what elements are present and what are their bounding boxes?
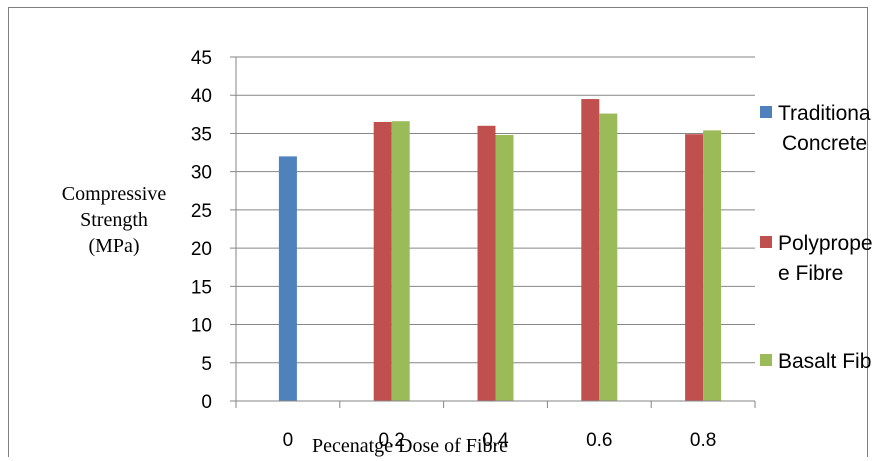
legend-label: Polypropelen <box>778 232 872 255</box>
legend-label: Concrete <box>782 132 867 155</box>
legend: Traditional Concrete Polypropelen e Fibre Ba… <box>760 102 872 373</box>
legend-label: Traditional <box>778 102 872 125</box>
y-tick-label: 0 <box>201 392 212 413</box>
y-tick-label: 15 <box>191 277 212 298</box>
y-axis-label: Compressive Strength (MPa) <box>62 183 167 257</box>
y-tick-label: 20 <box>191 239 212 260</box>
legend-label: e Fibre <box>778 262 843 285</box>
y-axis-label-line: Compressive <box>62 183 167 205</box>
y-tick-labels: 0 5 10 15 20 25 30 35 40 45 <box>191 48 212 413</box>
x-tick-label: 0.2 <box>378 430 404 451</box>
y-axis-label-line: Strength <box>80 209 148 231</box>
x-tick-label: 0.8 <box>690 430 716 451</box>
y-tick-label: 45 <box>191 48 212 69</box>
bar <box>373 121 392 401</box>
x-tick-label: 0.4 <box>482 430 509 451</box>
bar <box>477 125 496 402</box>
x-axis-label: Pecenatge Dose of Fibre <box>312 435 508 457</box>
y-tick-label: 40 <box>191 86 212 107</box>
chart-frame <box>8 7 868 457</box>
legend-swatch <box>760 354 772 366</box>
x-tick-label: 0.6 <box>586 430 612 451</box>
bars <box>278 99 722 402</box>
legend-swatch <box>760 236 772 248</box>
axes <box>230 56 756 408</box>
bar <box>278 156 297 401</box>
y-tick-label: 10 <box>191 316 212 337</box>
y-tick-label: 25 <box>191 201 212 222</box>
legend-label: Basalt Fibre <box>778 350 872 373</box>
bar <box>391 121 410 402</box>
bar <box>495 134 514 401</box>
bar <box>581 99 600 402</box>
x-tick-label: 0 <box>283 430 294 451</box>
y-tick-label: 35 <box>191 124 212 145</box>
bar <box>685 134 704 401</box>
y-tick-label: 5 <box>201 354 212 375</box>
y-axis-label-line: (MPa) <box>88 235 139 257</box>
x-tick-labels: 0 0.2 0.4 0.6 0.8 <box>283 430 717 451</box>
bar <box>703 130 722 402</box>
y-tick-label: 30 <box>191 163 212 184</box>
bar <box>599 113 618 402</box>
legend-swatch <box>760 106 772 118</box>
